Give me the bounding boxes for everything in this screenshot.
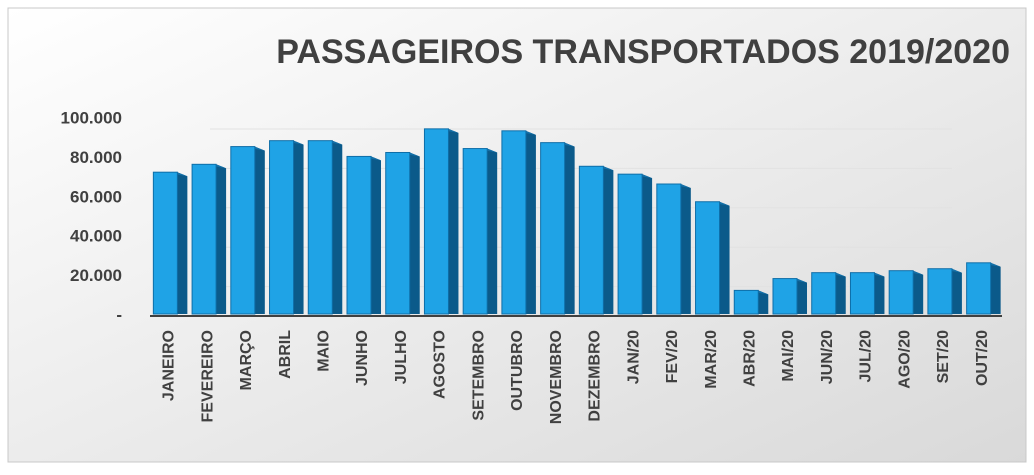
- bar-side: [874, 272, 885, 314]
- x-tick-label: JUL/20: [858, 330, 875, 383]
- bar-side: [758, 290, 769, 314]
- bar: [849, 272, 875, 315]
- bar: [346, 155, 372, 315]
- y-tick-label: 60.000: [70, 187, 122, 206]
- bar-side: [177, 172, 188, 314]
- bar-side: [254, 146, 265, 314]
- bar: [772, 278, 798, 315]
- bar-side: [680, 184, 691, 314]
- bar-top: [346, 156, 382, 161]
- y-tick-label: 100.000: [61, 108, 122, 127]
- x-tick-label: JAN/20: [625, 330, 642, 384]
- bar: [617, 173, 643, 315]
- bar-side: [990, 262, 1001, 314]
- bar-side: [371, 156, 382, 314]
- bar-side: [564, 142, 575, 314]
- bar: [888, 270, 914, 315]
- bar: [578, 165, 604, 315]
- x-tick-label: MAI/20: [780, 330, 797, 382]
- bar-side: [835, 272, 846, 314]
- bar-top: [772, 278, 808, 283]
- bar: [695, 201, 721, 315]
- bar-top: [230, 146, 265, 151]
- bar-top: [927, 268, 962, 273]
- x-tick-label: MAR/20: [703, 330, 720, 389]
- bar-side: [487, 148, 498, 314]
- bar-top: [385, 152, 420, 157]
- bar-side: [913, 270, 924, 314]
- bar-top: [966, 262, 1001, 267]
- bar-top: [618, 174, 653, 179]
- bar-top: [889, 270, 924, 275]
- y-tick-label: -: [116, 305, 122, 324]
- x-tick-label: SETEMBRO: [470, 330, 487, 421]
- bar-top: [850, 272, 885, 277]
- bar: [385, 151, 411, 315]
- x-tick-label: JUN/20: [819, 330, 836, 384]
- bar: [269, 140, 295, 315]
- bar-side: [525, 130, 536, 314]
- bar-side: [603, 166, 614, 314]
- x-tick-label: AGO/20: [896, 330, 913, 389]
- x-tick-label: MAIO: [315, 330, 332, 372]
- bar-top: [153, 172, 188, 177]
- y-tick-label: 20.000: [70, 266, 122, 285]
- chart-title: PASSAGEIROS TRANSPORTADOS 2019/2020: [276, 33, 1010, 71]
- bar-top: [269, 140, 304, 145]
- x-tick-label: ABRIL: [277, 330, 294, 379]
- x-tick-label: AGOSTO: [432, 330, 449, 399]
- bar: [811, 272, 837, 315]
- bar-top: [424, 128, 459, 133]
- bar-side: [448, 128, 459, 314]
- bar-top: [656, 184, 691, 189]
- bar-top: [540, 142, 575, 147]
- bar-side: [332, 140, 343, 314]
- bar: [733, 289, 759, 315]
- bar-side: [951, 268, 962, 314]
- bar-top: [463, 148, 498, 153]
- bar: [501, 130, 527, 315]
- bar: [307, 140, 333, 315]
- bar-top: [308, 140, 343, 145]
- x-tick-label: DEZEMBRO: [587, 330, 604, 422]
- bar-side: [216, 164, 227, 314]
- bar-side: [797, 278, 808, 314]
- bar: [927, 268, 953, 315]
- bar-top: [695, 201, 730, 206]
- bar: [966, 262, 992, 315]
- bar: [540, 142, 566, 315]
- x-tick-label: FEVEREIRO: [199, 330, 216, 422]
- x-tick-label: JUNHO: [354, 330, 371, 386]
- y-tick-label: 40.000: [70, 227, 122, 246]
- bar-top: [192, 164, 227, 169]
- y-tick-label: 80.000: [70, 148, 122, 167]
- bar: [230, 146, 256, 315]
- bar: [656, 183, 682, 315]
- bar-side: [409, 152, 420, 314]
- bar-side: [719, 201, 730, 314]
- x-tick-label: JANEIRO: [161, 330, 178, 401]
- bar-top: [579, 166, 614, 171]
- x-tick-label: SET/20: [935, 330, 952, 383]
- bar: [152, 171, 178, 315]
- bar-side: [293, 140, 304, 314]
- x-tick-label: OUTUBRO: [509, 330, 526, 411]
- bar-side: [642, 174, 653, 314]
- bar-top: [501, 130, 536, 135]
- bar-top: [734, 290, 769, 295]
- x-tick-label: NOVEMBRO: [548, 330, 565, 424]
- bar: [191, 163, 217, 315]
- bar-top: [811, 272, 846, 277]
- x-tick-label: OUT/20: [974, 330, 991, 386]
- bar: [462, 148, 488, 315]
- x-tick-label: MARÇO: [238, 330, 255, 390]
- x-tick-label: FEV/20: [664, 330, 681, 383]
- bar: [423, 128, 449, 315]
- x-tick-label: ABR/20: [741, 330, 758, 387]
- x-tick-label: JULHO: [393, 330, 410, 384]
